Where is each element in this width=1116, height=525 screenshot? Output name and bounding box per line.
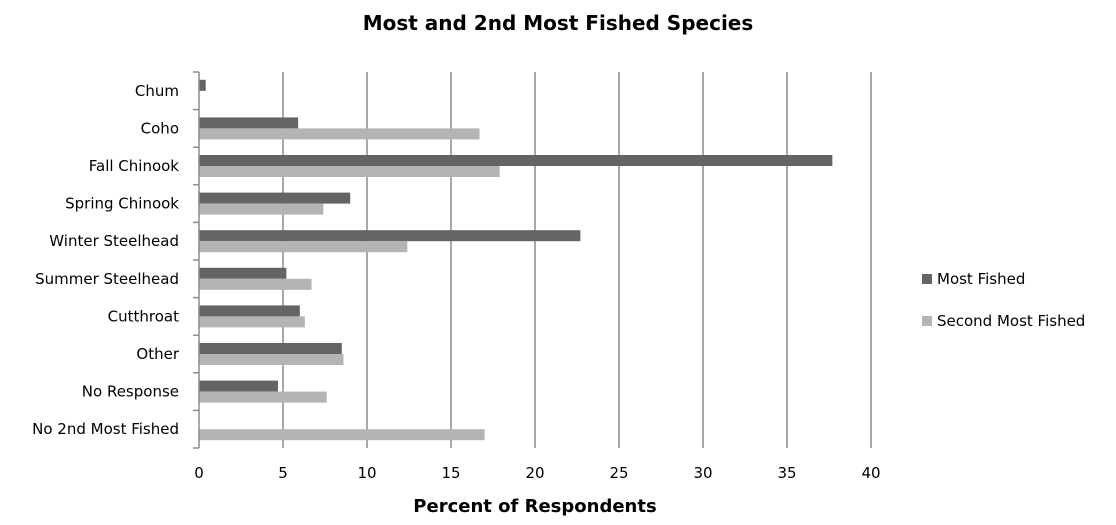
bar-second-most-fished xyxy=(199,391,327,403)
x-tick-labels: 0 5 10 15 20 25 30 35 40 xyxy=(194,464,880,482)
x-tick-label: 40 xyxy=(861,464,880,482)
category-label: Cutthroat xyxy=(108,307,179,325)
legend-swatch xyxy=(922,316,932,326)
legend: Most Fished Second Most Fished xyxy=(922,270,1085,330)
x-tick-label: 35 xyxy=(777,464,796,482)
category-label: Chum xyxy=(135,82,179,100)
bar-second-most-fished xyxy=(199,166,500,177)
bar-most-fished xyxy=(199,305,300,317)
bar-second-most-fished xyxy=(199,278,312,290)
bar-most-fished xyxy=(199,267,287,279)
x-tick-label: 30 xyxy=(693,464,712,482)
bar-most-fished xyxy=(199,192,351,204)
x-tick-label: 10 xyxy=(357,464,376,482)
chart-title: Most and 2nd Most Fished Species xyxy=(363,11,754,35)
legend-label: Second Most Fished xyxy=(937,312,1085,330)
y-axis xyxy=(193,71,200,449)
category-labels: Chum Coho Fall Chinook Spring Chinook Winter… xyxy=(32,82,180,438)
bar-second-most-fished xyxy=(199,241,408,253)
category-label: Fall Chinook xyxy=(89,157,180,175)
x-tick-label: 0 xyxy=(194,464,204,482)
legend-swatch xyxy=(922,274,932,284)
category-label: Winter Steelhead xyxy=(49,232,179,250)
x-tick-label: 15 xyxy=(441,464,460,482)
x-tick-label: 5 xyxy=(278,464,288,482)
bar-second-most-fished xyxy=(199,354,344,365)
x-axis-title: Percent of Respondents xyxy=(413,496,656,517)
bar-most-fished xyxy=(199,343,342,354)
legend-label: Most Fished xyxy=(937,270,1025,288)
x-tick-label: 25 xyxy=(609,464,628,482)
category-label: Other xyxy=(136,345,179,363)
bar-second-most-fished xyxy=(199,203,324,215)
bar-most-fished xyxy=(199,79,206,91)
category-label: Spring Chinook xyxy=(65,195,179,213)
bar-second-most-fished xyxy=(199,316,305,328)
bar-second-most-fished xyxy=(199,429,485,441)
bar-most-fished xyxy=(199,117,299,129)
bar-most-fished xyxy=(199,380,278,392)
bars xyxy=(199,79,833,441)
bar-most-fished xyxy=(199,155,833,166)
category-label: Summer Steelhead xyxy=(35,270,179,288)
category-label: Coho xyxy=(141,119,179,137)
bar-second-most-fished xyxy=(199,128,480,140)
bar-most-fished xyxy=(199,230,581,242)
x-tick-label: 20 xyxy=(525,464,544,482)
category-label: No 2nd Most Fished xyxy=(32,420,179,438)
category-label: No Response xyxy=(82,383,179,401)
